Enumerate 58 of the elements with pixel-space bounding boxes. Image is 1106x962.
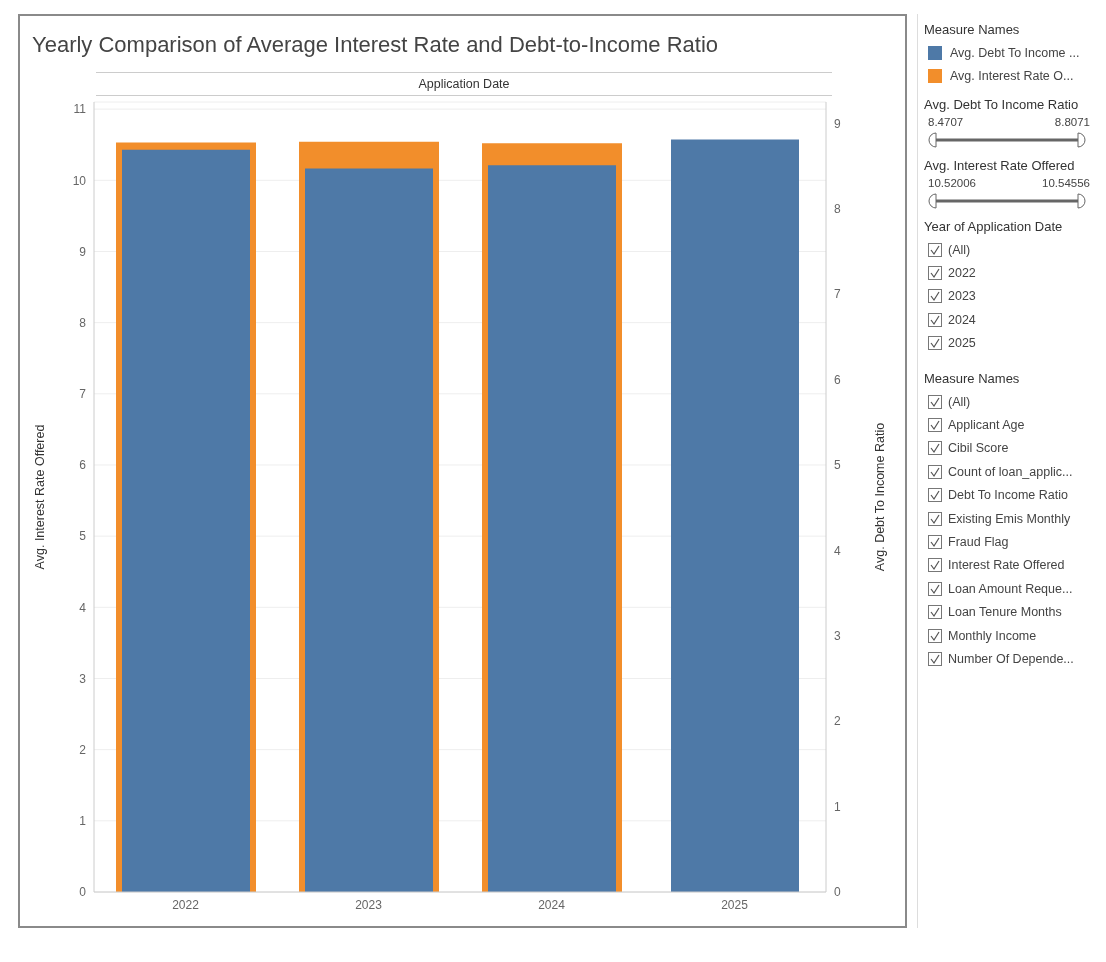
y-tick-label: 10 bbox=[72, 173, 87, 188]
text: 2024 bbox=[948, 312, 976, 327]
y2-tick-label: 0 bbox=[834, 885, 841, 900]
text: Loan Amount Reque... bbox=[948, 581, 1073, 596]
text: (All) bbox=[948, 394, 971, 409]
text: Avg. Debt To Income Ratio bbox=[924, 97, 1080, 112]
y-tick-label: 11 bbox=[73, 102, 87, 117]
y-tick-label: 4 bbox=[79, 600, 87, 615]
text: Loan Tenure Months bbox=[948, 605, 1062, 620]
y-tick-label: 2 bbox=[79, 742, 87, 757]
y2-axis-title: Avg. Debt To Income Ratio bbox=[873, 422, 888, 572]
y-tick-label: 3 bbox=[79, 671, 87, 686]
text: (All) bbox=[948, 242, 971, 257]
y2-tick-label: 2 bbox=[834, 714, 841, 729]
x-axis-title: Application Date bbox=[96, 72, 832, 96]
text: Existing Emis Monthly bbox=[948, 511, 1071, 526]
text: Year of Application Date bbox=[924, 219, 1064, 234]
y-axis-title: Avg. Interest Rate Offered bbox=[33, 424, 48, 570]
x-tick-label: 2023 bbox=[355, 897, 383, 912]
text: Number Of Depende... bbox=[948, 651, 1074, 666]
x-tick-label: 2024 bbox=[538, 897, 566, 912]
legend-label: Avg. Debt To Income ... bbox=[950, 45, 1080, 60]
y-tick-label: 6 bbox=[79, 458, 87, 473]
y-tick-label: 0 bbox=[79, 885, 87, 900]
y2-tick-label: 7 bbox=[834, 287, 841, 302]
text: 10.52006 bbox=[928, 177, 976, 189]
y-tick-label: 1 bbox=[79, 814, 87, 829]
text: Monthly Income bbox=[948, 628, 1037, 643]
y2-tick-label: 5 bbox=[834, 458, 841, 473]
text: 2025 bbox=[948, 336, 976, 351]
text: 2023 bbox=[948, 289, 976, 304]
y2-tick-label: 9 bbox=[834, 116, 841, 131]
x-tick-label: 2025 bbox=[721, 897, 749, 912]
text: Fraud Flag bbox=[948, 534, 1009, 549]
y-tick-label: 7 bbox=[79, 387, 87, 402]
legend-label: Avg. Interest Rate O... bbox=[950, 68, 1074, 83]
y-tick-label: 9 bbox=[79, 244, 87, 259]
text: 8.4707 bbox=[928, 116, 964, 128]
chart-title: Yearly Comparison of Average Interest Rate and Debt-to-Income Ratio bbox=[31, 31, 720, 59]
legend-title: Measure Names bbox=[924, 22, 1021, 37]
y2-tick-label: 6 bbox=[834, 372, 841, 387]
text: Interest Rate Offered bbox=[948, 558, 1065, 573]
text: Cibil Score bbox=[948, 441, 1009, 456]
y2-tick-label: 1 bbox=[834, 799, 841, 814]
text: Count of loan_applic... bbox=[948, 464, 1073, 479]
text: Applicant Age bbox=[948, 418, 1025, 433]
y-tick-label: 5 bbox=[79, 529, 87, 544]
text: 2022 bbox=[948, 266, 976, 281]
y2-tick-label: 3 bbox=[834, 629, 841, 644]
text: Avg. Interest Rate Offered bbox=[924, 158, 1076, 173]
text: Debt To Income Ratio bbox=[948, 488, 1068, 503]
text: 8.8071 bbox=[1054, 116, 1090, 128]
y-tick-label: 8 bbox=[79, 315, 87, 330]
y2-tick-label: 8 bbox=[834, 202, 841, 217]
text: 10.54556 bbox=[1042, 177, 1090, 189]
y2-tick-label: 4 bbox=[834, 543, 841, 558]
text: Measure Names bbox=[924, 370, 1021, 386]
x-tick-label: 2022 bbox=[172, 897, 200, 912]
